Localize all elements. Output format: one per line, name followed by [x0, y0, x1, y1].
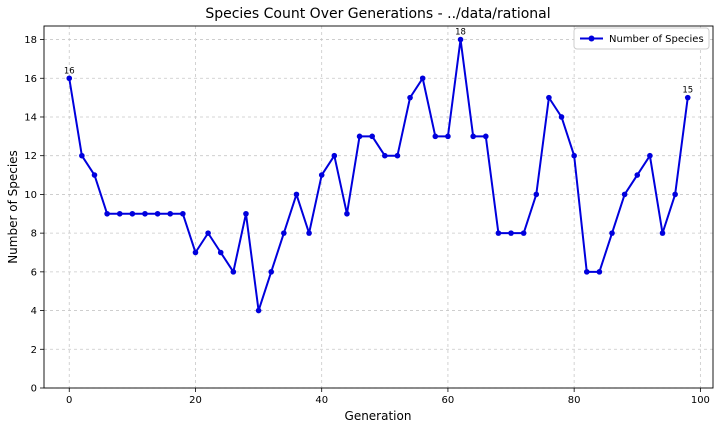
y-tick-label: 10 — [24, 190, 37, 201]
grid-lines — [44, 26, 713, 389]
y-tick-label: 4 — [31, 306, 37, 317]
data-label: 16 — [64, 66, 75, 76]
annotations: 16 18 15 — [64, 28, 693, 96]
data-point — [281, 230, 287, 236]
data-point — [583, 269, 590, 275]
data-point — [344, 210, 350, 217]
data-point — [230, 269, 237, 275]
data-label: 15 — [682, 86, 693, 96]
plot-frame — [43, 25, 714, 389]
data-point — [66, 75, 73, 82]
data-point — [470, 133, 476, 140]
data-point — [192, 249, 199, 256]
series-line — [68, 38, 689, 312]
data-point — [634, 172, 641, 178]
data-point — [79, 152, 85, 159]
legend: Number of Species — [573, 27, 710, 50]
data-point — [293, 191, 300, 198]
data-point — [318, 172, 325, 178]
data-point — [672, 191, 678, 198]
data-point — [445, 133, 451, 140]
data-point — [369, 133, 375, 140]
data-point — [558, 114, 565, 120]
data-point — [659, 230, 666, 236]
x-tick-label: 60 — [442, 395, 455, 406]
data-point — [546, 94, 552, 101]
data-point — [533, 191, 540, 198]
data-point — [142, 210, 148, 217]
y-tick-label: 18 — [24, 35, 37, 46]
legend-box — [573, 27, 710, 50]
data-point — [382, 152, 388, 159]
x-tick-label: 80 — [568, 395, 581, 406]
legend-label: Number of Species — [609, 34, 704, 45]
data-point — [180, 210, 186, 217]
data-point — [508, 230, 514, 236]
data-point — [104, 210, 110, 217]
x-tick-label: 20 — [189, 395, 202, 406]
data-point — [129, 210, 136, 217]
data-point — [356, 133, 363, 140]
data-point — [419, 75, 426, 82]
x-tick-label: 0 — [66, 395, 72, 406]
x-axis-title: Generation — [345, 409, 412, 423]
y-tick-label: 14 — [24, 112, 37, 123]
series-layer — [66, 36, 691, 314]
data-point — [394, 152, 401, 159]
data-point — [243, 210, 249, 217]
data-point — [306, 230, 312, 236]
data-point — [647, 152, 653, 159]
y-tick-label: 2 — [31, 345, 37, 356]
data-point — [116, 210, 123, 217]
y-tick-label: 8 — [31, 229, 37, 240]
x-tick-label: 100 — [691, 395, 710, 406]
data-point — [571, 152, 577, 159]
data-point — [154, 210, 161, 217]
data-point — [268, 269, 275, 275]
y-tick-label: 6 — [31, 267, 37, 278]
y-tick-label: 16 — [24, 74, 37, 85]
y-tick-label: 12 — [24, 151, 37, 162]
data-point — [457, 36, 464, 43]
data-point — [596, 269, 603, 275]
x-tick-label: 40 — [315, 395, 328, 406]
y-axis-title: Number of Species — [6, 150, 20, 264]
data-point — [520, 230, 527, 236]
data-point — [621, 191, 628, 198]
data-point — [609, 230, 615, 236]
data-point — [331, 152, 338, 159]
data-point — [407, 94, 413, 101]
data-point — [432, 133, 439, 140]
data-point — [482, 133, 489, 140]
chart-title: Species Count Over Generations - ../data… — [205, 6, 550, 22]
data-point — [495, 230, 502, 236]
legend-marker-swatch — [588, 35, 595, 42]
data-point — [205, 230, 211, 236]
data-point — [167, 210, 174, 217]
data-point — [684, 94, 691, 101]
data-label: 18 — [455, 28, 466, 38]
data-point — [255, 307, 262, 314]
data-point — [91, 172, 98, 178]
y-tick-label: 0 — [31, 384, 37, 395]
axes: 0 20 40 60 80 100 0 2 4 6 8 10 12 14 16 18 — [24, 25, 714, 406]
data-point — [217, 249, 224, 256]
